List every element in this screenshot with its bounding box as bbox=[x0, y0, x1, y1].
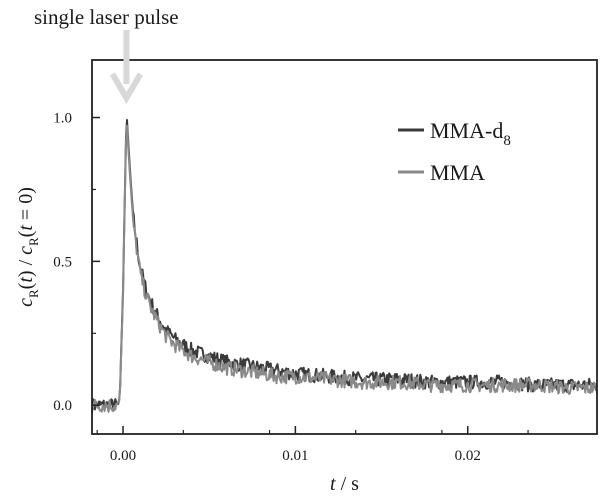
plot-frame bbox=[91, 59, 598, 435]
series-line-1 bbox=[91, 124, 598, 413]
series-line-0 bbox=[91, 119, 598, 413]
y-tick-label: 0.0 bbox=[53, 398, 72, 414]
legend: MMA-d8 MMA bbox=[398, 118, 511, 185]
x-tick-label: 0.02 bbox=[455, 448, 481, 464]
y-axis-label: cR(t) / cR(t = 0) bbox=[15, 187, 41, 307]
annotation-layer: single laser pulse bbox=[34, 5, 179, 104]
plot-layer bbox=[91, 119, 598, 413]
y-tick-label: 1.0 bbox=[53, 111, 72, 127]
x-axis-label: t / s bbox=[330, 473, 359, 495]
legend-label-subscript: 8 bbox=[503, 133, 511, 149]
annotation-text: single laser pulse bbox=[34, 5, 179, 29]
axis-layer: 0.00 0.01 0.02 0.0 0.5 1.0 bbox=[53, 111, 529, 464]
annotation-arrow-head bbox=[109, 72, 144, 104]
x-tick-label: 0.01 bbox=[282, 448, 308, 464]
legend-label: MMA-d8 bbox=[430, 118, 511, 149]
y-tick-label: 0.5 bbox=[53, 254, 72, 270]
x-tick-label: 0.00 bbox=[110, 448, 136, 464]
legend-label: MMA bbox=[430, 160, 485, 185]
